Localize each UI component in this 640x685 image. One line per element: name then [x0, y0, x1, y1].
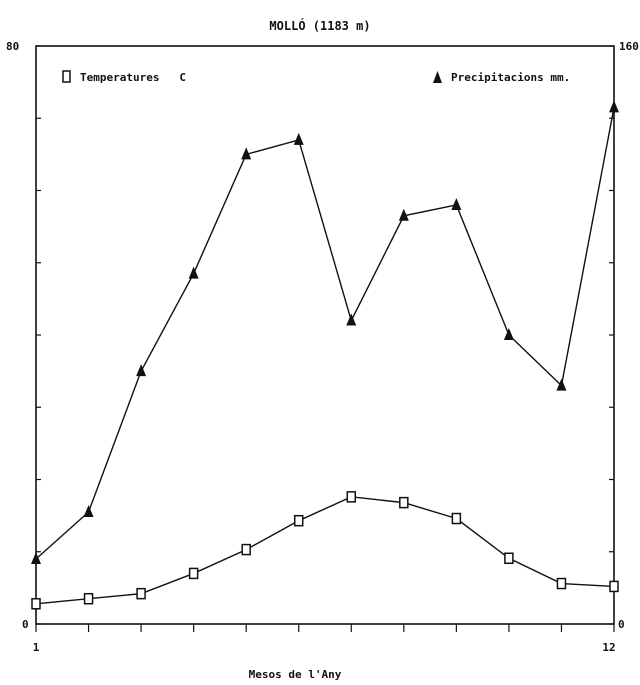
data-point-precipitation	[293, 132, 304, 145]
right-y-tick-label-top: 160	[619, 40, 639, 53]
legend-label-precipitation: Precipitacions mm.	[451, 71, 570, 84]
data-point-temperature	[451, 512, 462, 525]
data-point-precipitation	[136, 364, 147, 377]
data-point-temperature	[609, 580, 619, 593]
data-point-temperature	[136, 587, 146, 600]
series-line-temperature	[35, 496, 615, 605]
series-layer	[31, 100, 619, 610]
data-point-precipitation	[609, 100, 619, 113]
plot-frame	[35, 45, 615, 625]
data-point-temperature	[346, 491, 357, 503]
series-line-precipitation	[35, 107, 615, 560]
left-y-tick-label-bottom: 0	[22, 618, 29, 631]
right-y-tick-label-bottom: 0	[618, 618, 625, 631]
data-point-temperature	[31, 598, 41, 610]
data-point-temperature	[293, 514, 304, 527]
legend-square-icon	[62, 70, 71, 83]
chart-title: MOLLÓ (1183 m)	[269, 18, 370, 33]
data-point-temperature	[556, 577, 567, 590]
data-point-temperature	[399, 496, 409, 509]
data-point-precipitation	[188, 266, 199, 279]
left-y-tick-label-top: 80	[6, 40, 19, 53]
data-point-temperature	[83, 592, 94, 605]
data-point-precipitation	[83, 505, 94, 518]
data-point-temperature	[504, 552, 514, 565]
data-point-precipitation	[346, 313, 357, 326]
data-point-precipitation	[31, 551, 41, 564]
data-point-temperature	[241, 543, 251, 556]
data-point-precipitation	[241, 147, 252, 160]
x-axis-label: Mesos de l'Any	[249, 668, 342, 681]
data-point-precipitation	[398, 208, 409, 221]
legend-label-temperature: Temperatures C	[80, 71, 186, 84]
data-point-precipitation	[451, 197, 462, 210]
axis-ticks	[35, 45, 615, 632]
x-tick-label-last: 12	[602, 641, 615, 654]
data-point-temperature	[188, 567, 199, 580]
legend: Temperatures C Precipitacions mm.	[62, 70, 570, 84]
data-point-precipitation	[503, 328, 514, 340]
legend-triangle-icon	[433, 71, 442, 83]
data-point-precipitation	[556, 378, 567, 391]
x-tick-label-first: 1	[33, 641, 40, 654]
